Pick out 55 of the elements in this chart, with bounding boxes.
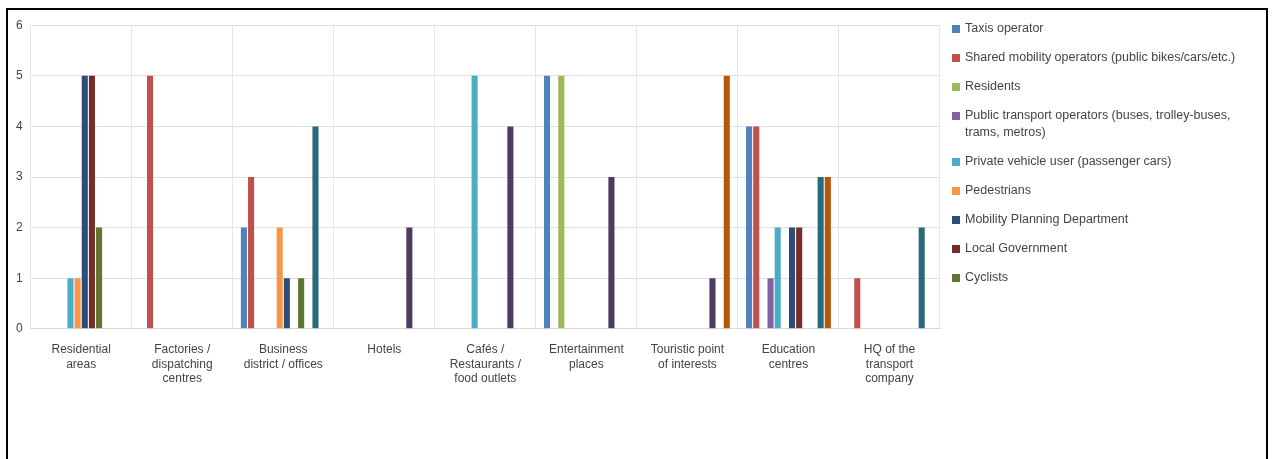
y-tick-label: 4 [15, 118, 23, 133]
bar [723, 75, 730, 329]
bar [507, 126, 514, 329]
bar [854, 278, 861, 329]
bar [608, 177, 615, 329]
legend-label: Local Government [965, 240, 1068, 257]
bar [817, 177, 824, 329]
x-tick-label: Education centres [761, 342, 816, 371]
legend-label: Pedestrians [965, 182, 1032, 199]
y-tick-label: 2 [15, 219, 23, 234]
bar [67, 278, 74, 329]
y-tick-label: 5 [15, 68, 23, 83]
x-tick-label: Factories / dispatching centres [151, 342, 213, 386]
legend-label: Cyclists [965, 269, 1009, 286]
bar [283, 278, 290, 329]
bar [146, 75, 154, 329]
x-tick-label: Cafés / Restaurants / food outlets [449, 342, 522, 386]
bar [767, 278, 774, 329]
y-tick-label: 6 [15, 17, 23, 32]
bar [709, 278, 716, 329]
x-tick-label: Entertainment places [549, 342, 625, 371]
bar [406, 227, 413, 329]
bar [96, 227, 103, 329]
bar [471, 75, 478, 329]
bar [248, 177, 255, 329]
x-tick-label: HQ of the transport company [863, 342, 916, 386]
x-tick-label: Hotels [367, 342, 402, 357]
bar [74, 278, 81, 329]
x-tick-label: Residential areas [51, 342, 111, 371]
legend-label: Residents [965, 78, 1021, 95]
bar [824, 177, 831, 329]
bar [788, 227, 796, 329]
bar [796, 227, 803, 329]
bar [774, 227, 781, 329]
bar [276, 227, 283, 329]
bar [558, 75, 565, 329]
y-tick-label: 3 [15, 169, 23, 184]
y-tick-label: 1 [15, 270, 23, 285]
legend-label: Public transport operators (buses, trolley-buses, trams, metros) [965, 107, 1232, 141]
y-tick-label: 0 [15, 321, 23, 336]
legend-label: Shared mobility operators (public bikes/cars/etc.) [965, 49, 1236, 66]
bar [81, 75, 88, 329]
x-tick-label: Touristic point of interests [650, 342, 725, 371]
bar [753, 126, 760, 329]
bar [298, 278, 305, 329]
legend-label: Taxis operator [965, 20, 1044, 37]
bar [543, 75, 551, 329]
bar [312, 126, 319, 329]
bar [240, 227, 247, 329]
legend-label: Mobility Planning Department [965, 211, 1129, 228]
bar [88, 75, 95, 329]
legend-label: Private vehicle user (passenger cars) [965, 153, 1172, 170]
bar [918, 227, 925, 329]
bar [746, 126, 753, 329]
x-tick-label: Business district / offices [243, 342, 323, 371]
